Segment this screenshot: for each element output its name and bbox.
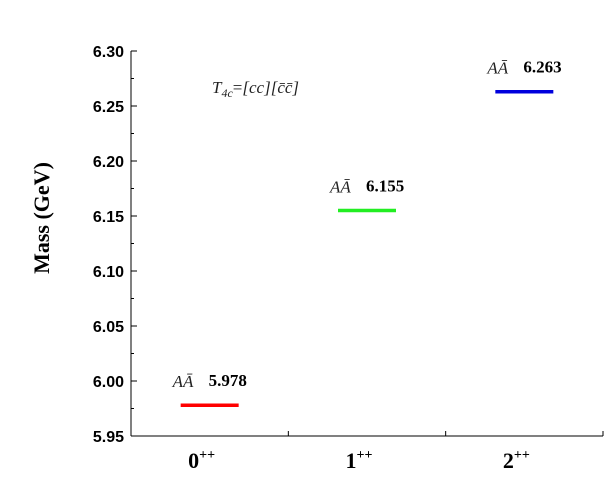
y-tick-label: 6.05 — [93, 319, 124, 336]
y-tick-label: 6.15 — [93, 209, 124, 226]
x-tick-labels: 0++ 1++ 2++ — [188, 448, 530, 473]
config-label: AĀ — [329, 178, 351, 197]
y-tick-label: 6.25 — [93, 99, 124, 116]
x-tick-label: 1++ — [346, 448, 373, 473]
y-tick-labels: 5.95 6.00 6.05 6.10 6.15 6.20 6.25 6.30 — [93, 44, 124, 446]
value-label: 6.155 — [366, 177, 404, 196]
value-label: 6.263 — [523, 58, 561, 77]
data-marks: AĀ 5.978 AĀ 6.155 AĀ 6.263 — [172, 58, 562, 407]
y-tick-label: 6.10 — [93, 264, 124, 281]
chart-annotation: T4c=[cc][c̄c̄] — [212, 78, 299, 100]
y-axis-label: Mass (GeV) — [29, 162, 54, 274]
config-label: AĀ — [486, 59, 508, 78]
y-tick-label: 6.00 — [93, 374, 124, 391]
x-tick-label: 2++ — [503, 448, 530, 473]
value-label: 5.978 — [209, 371, 247, 390]
y-tick-label: 6.30 — [93, 44, 124, 61]
config-label: AĀ — [172, 372, 194, 391]
y-tick-label: 6.20 — [93, 154, 124, 171]
y-tick-label: 5.95 — [93, 429, 124, 446]
x-tick-label: 0++ — [188, 448, 215, 473]
chart-axes — [130, 50, 604, 437]
